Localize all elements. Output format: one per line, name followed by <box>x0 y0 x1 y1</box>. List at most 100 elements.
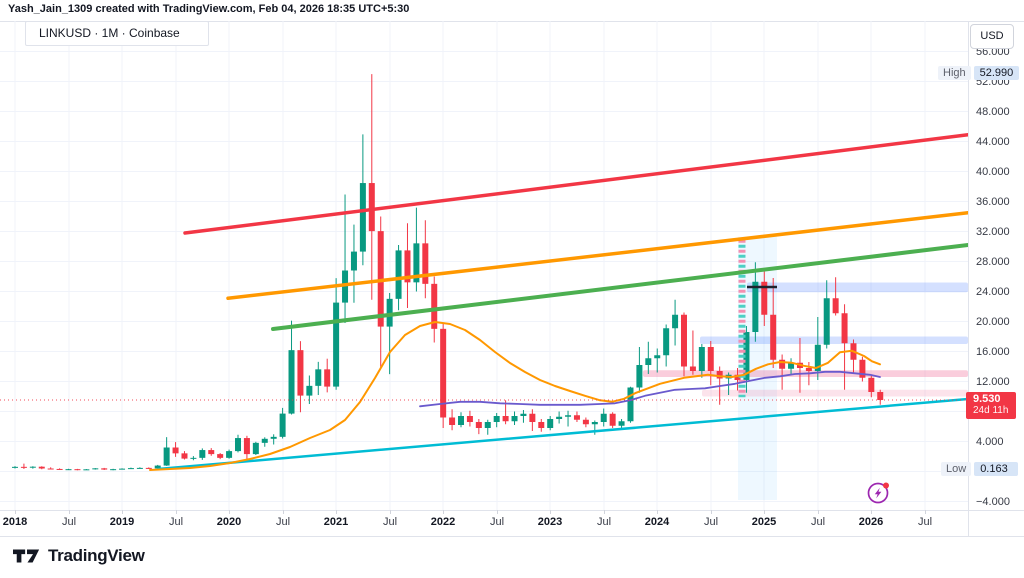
candle-2019-01[interactable] <box>119 468 126 470</box>
candle-2018-10[interactable] <box>92 468 99 470</box>
candle-2020-03[interactable] <box>243 438 250 455</box>
candle-2022-05[interactable] <box>475 422 482 428</box>
candle-2021-11[interactable] <box>422 243 429 284</box>
candle-2021-12[interactable] <box>431 283 438 329</box>
candle-2022-01[interactable] <box>440 328 447 418</box>
candle-2025-10[interactable] <box>841 313 848 344</box>
candle-2020-05[interactable] <box>261 438 268 443</box>
candle-2019-10[interactable] <box>199 450 206 458</box>
candle-2018-08[interactable] <box>74 469 81 471</box>
candle-2018-02[interactable] <box>20 466 27 468</box>
candle-2025-08[interactable] <box>823 298 830 345</box>
candle-2019-06[interactable] <box>163 447 170 466</box>
candle-2023-11[interactable] <box>636 365 643 388</box>
candle-2025-03[interactable] <box>779 359 786 369</box>
candle-2021-09[interactable] <box>404 250 411 283</box>
mid-resistance-orange[interactable] <box>226 211 968 300</box>
candle-2024-12[interactable] <box>752 281 759 332</box>
candle-2021-10[interactable] <box>413 243 420 283</box>
candle-2024-02[interactable] <box>663 328 670 356</box>
candle-2024-01[interactable] <box>654 355 661 359</box>
candle-2018-05[interactable] <box>47 468 54 470</box>
candle-2022-03[interactable] <box>458 416 464 425</box>
candle-2019-03[interactable] <box>136 467 143 469</box>
candle-2023-06[interactable] <box>591 422 598 425</box>
candle-2020-04[interactable] <box>252 442 259 455</box>
price-axis[interactable]: 56.000 52.000 48.000 44.000 40.000 36.000 32.0… <box>968 21 1024 510</box>
candle-2018-11[interactable] <box>101 468 108 470</box>
candle-2019-07[interactable] <box>172 447 179 454</box>
candle-2023-10[interactable] <box>627 387 634 422</box>
candle-2019-11[interactable] <box>208 450 215 455</box>
symbol-legend[interactable]: LINKUSD · 1M · Coinbase <box>25 21 209 46</box>
time-axis[interactable]: 2018 Jul 2019 Jul 2020 Jul 2021 Jul 2022 Jul 2023 J… <box>0 510 968 536</box>
candle-2020-10[interactable] <box>306 385 313 396</box>
candle-2023-03[interactable] <box>565 415 572 417</box>
event-lightning-icon[interactable] <box>865 479 893 507</box>
candle-2020-11[interactable] <box>315 369 322 386</box>
candle-2023-09[interactable] <box>618 421 625 426</box>
candle-2022-06[interactable] <box>484 422 491 428</box>
candle-2021-02[interactable] <box>342 270 349 303</box>
candle-2019-09[interactable] <box>190 457 197 459</box>
candle-2026-02[interactable] <box>877 392 884 401</box>
candle-2018-03[interactable] <box>29 466 36 468</box>
candle-2025-07[interactable] <box>814 344 821 371</box>
candle-2023-02[interactable] <box>556 416 563 419</box>
candle-2023-01[interactable] <box>547 419 554 428</box>
candle-2025-02[interactable] <box>770 314 777 360</box>
candle-2024-06[interactable] <box>698 347 705 371</box>
currency-toggle-button[interactable]: USD <box>970 24 1014 49</box>
candle-2019-05[interactable] <box>154 465 161 469</box>
candle-2025-06[interactable] <box>805 368 812 371</box>
candle-2019-08[interactable] <box>181 453 188 459</box>
candle-2018-07[interactable] <box>65 469 72 471</box>
candle-2022-04[interactable] <box>466 416 473 422</box>
candle-2024-04[interactable] <box>681 314 687 367</box>
candle-2024-03[interactable] <box>672 314 679 329</box>
candle-2020-01[interactable] <box>226 451 233 458</box>
candle-2023-08[interactable] <box>609 413 616 426</box>
candle-2022-11[interactable] <box>529 413 536 422</box>
mid-resistance-green[interactable] <box>271 243 968 331</box>
candle-2018-12[interactable] <box>110 469 117 471</box>
candle-2019-04[interactable] <box>145 467 152 469</box>
candle-2023-04[interactable] <box>573 415 580 420</box>
candle-2025-04[interactable] <box>788 362 795 369</box>
candle-2024-08[interactable] <box>716 371 723 379</box>
candle-2020-06[interactable] <box>270 436 277 439</box>
candle-2025-01[interactable] <box>761 281 768 315</box>
candle-2021-08[interactable] <box>395 250 402 299</box>
candle-2020-07[interactable] <box>279 413 286 437</box>
candle-2018-09[interactable] <box>83 469 90 471</box>
candle-2026-01[interactable] <box>868 377 875 392</box>
candle-2023-12[interactable] <box>645 358 652 365</box>
tradingview-logo[interactable]: TradingView <box>13 546 145 566</box>
candle-2022-12[interactable] <box>538 422 545 428</box>
candle-2024-07[interactable] <box>707 347 714 371</box>
upper-resistance-red[interactable] <box>183 133 968 235</box>
candle-2023-07[interactable] <box>600 413 607 422</box>
candle-2018-01[interactable] <box>12 466 18 468</box>
candle-2022-09[interactable] <box>511 416 518 422</box>
candle-2020-12[interactable] <box>324 369 331 387</box>
candle-2024-05[interactable] <box>689 366 696 372</box>
candle-2018-04[interactable] <box>38 466 45 469</box>
candle-2022-08[interactable] <box>502 416 509 422</box>
candle-2025-09[interactable] <box>832 298 839 314</box>
candle-2020-02[interactable] <box>235 438 241 452</box>
candle-2018-06[interactable] <box>56 468 63 470</box>
candle-2021-01[interactable] <box>333 302 340 387</box>
candle-2024-10[interactable] <box>734 374 741 380</box>
candle-2020-09[interactable] <box>297 350 304 396</box>
candle-2019-02[interactable] <box>127 468 134 470</box>
candle-2020-08[interactable] <box>288 350 295 414</box>
candle-2021-07[interactable] <box>386 298 393 327</box>
candle-2022-10[interactable] <box>520 413 527 416</box>
candle-2025-12[interactable] <box>859 359 866 378</box>
candle-2021-05[interactable] <box>368 183 375 232</box>
candle-2019-12[interactable] <box>217 454 224 458</box>
candle-2022-07[interactable] <box>493 416 500 422</box>
candle-2022-02[interactable] <box>449 417 456 426</box>
